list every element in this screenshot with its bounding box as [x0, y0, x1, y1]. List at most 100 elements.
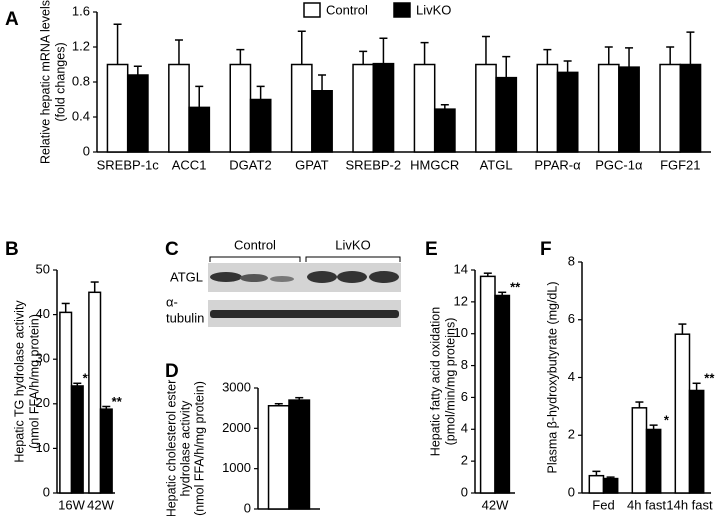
bar	[106, 63, 129, 153]
blot-panel: C Control LivKO ATGL α- tubulin	[165, 237, 401, 327]
bracket	[305, 256, 401, 262]
blot-group-label: LivKO	[335, 237, 370, 252]
y-axis-label: hydrolase activity	[178, 400, 192, 497]
legend-label: LivKO	[416, 2, 451, 17]
y-axis-label: Plasma β-hydroxybutyrate (mg/dL)	[545, 282, 559, 474]
y-tick-label: 8	[568, 253, 575, 268]
significance: **	[510, 280, 521, 295]
x-tick-label: DGAT2	[229, 157, 271, 172]
bar	[267, 404, 290, 510]
y-axis-label: Hepatic fatty acid oxidation	[428, 307, 442, 456]
significance: *	[664, 413, 670, 428]
y-tick-label: 0	[568, 484, 575, 499]
significance: **	[704, 371, 715, 386]
y-axis-label: (nmol FFA/h/mg protein)	[192, 381, 206, 516]
x-tick-label: ACC1	[172, 157, 207, 172]
bar	[688, 389, 705, 494]
y-tick-label: 0.4	[72, 108, 90, 123]
bar	[372, 62, 395, 153]
y-tick-label: 2000	[222, 420, 251, 435]
bar	[659, 63, 682, 153]
x-tick-label: HMGCR	[410, 157, 459, 172]
bar	[495, 76, 518, 153]
bar	[475, 63, 497, 153]
bar	[88, 291, 102, 494]
bar	[645, 428, 662, 494]
y-tick-label: 30	[36, 351, 50, 366]
bar	[494, 294, 511, 494]
y-tick-label: 0	[461, 484, 468, 499]
bar	[602, 477, 619, 494]
bar	[229, 63, 252, 153]
panel-letter: D	[165, 361, 179, 382]
y-tick-label: 50	[36, 261, 50, 276]
bar	[679, 63, 702, 153]
legend-swatch	[303, 2, 321, 18]
y-tick-label: 6	[568, 311, 575, 326]
y-tick-label: 0	[83, 143, 90, 158]
bar	[290, 63, 313, 153]
bar	[70, 385, 84, 494]
x-tick-label: 42W	[87, 497, 114, 512]
y-tick-label: 3000	[222, 379, 251, 394]
y-tick-label: 1.6	[72, 3, 90, 18]
x-tick-label: 14h fast	[666, 497, 713, 512]
y-tick-label: 12	[454, 293, 468, 308]
x-tick-label: ATGL	[480, 157, 513, 172]
blot-row-label: α-	[166, 294, 178, 309]
bar	[674, 333, 691, 494]
blot-group-label: Control	[234, 237, 276, 252]
bar	[126, 74, 149, 153]
y-axis-label: Relative hepatic mRNA levels	[38, 0, 52, 164]
bar	[288, 399, 311, 510]
y-axis-label: (nmol FFA/h/mg protein)	[27, 314, 41, 449]
y-tick-label: 6	[461, 389, 468, 404]
y-tick-label: 0.8	[72, 73, 90, 88]
bar	[188, 106, 211, 153]
x-tick-label: 4h fast	[627, 497, 666, 512]
legend-label: Control	[326, 2, 368, 17]
y-tick-label: 8	[461, 357, 468, 372]
blot-row-label: ATGL	[170, 269, 203, 284]
y-axis-label: Hepatic TG hydrolase activity	[12, 300, 26, 463]
y-tick-label: 14	[454, 261, 468, 276]
panel-letter: F	[540, 239, 552, 260]
bar	[433, 108, 456, 153]
bar	[479, 275, 496, 494]
panel-letter: A	[5, 9, 19, 30]
x-tick-label: Fed	[592, 497, 614, 512]
y-tick-label: 40	[36, 306, 50, 321]
x-tick-label: SREBP-2	[345, 157, 401, 172]
bar	[168, 63, 190, 153]
x-tick-label: FGF21	[660, 157, 700, 172]
bar	[99, 408, 113, 494]
panel-letter: C	[165, 239, 179, 260]
y-tick-label: 0	[244, 500, 251, 515]
bar	[631, 407, 648, 494]
blot-bands	[210, 271, 399, 283]
panel-letter: B	[5, 239, 19, 260]
bar	[249, 98, 272, 153]
y-axis-label: Hepatic cholesterol ester	[164, 380, 178, 516]
y-tick-label: 4	[568, 369, 575, 384]
panel-letter: E	[425, 239, 438, 260]
y-tick-label: 10	[36, 440, 50, 455]
bar	[597, 63, 620, 153]
bar	[536, 63, 559, 153]
bar	[588, 474, 605, 494]
bar	[618, 66, 640, 153]
x-tick-label: SREBP-1c	[97, 157, 160, 172]
y-tick-label: 2	[461, 453, 468, 468]
blot-row-label: tubulin	[166, 310, 204, 325]
bar	[311, 90, 333, 153]
legend-swatch	[393, 2, 411, 18]
bracket	[209, 256, 301, 262]
y-tick-label: 2	[568, 427, 575, 442]
y-tick-label: 1000	[222, 460, 251, 475]
y-tick-label: 0	[43, 484, 50, 499]
y-axis-label: (pmol/min/mg proteins)	[443, 318, 457, 446]
x-tick-label: PGC-1α	[595, 157, 643, 172]
y-tick-label: 10	[454, 325, 468, 340]
bar	[556, 71, 579, 153]
